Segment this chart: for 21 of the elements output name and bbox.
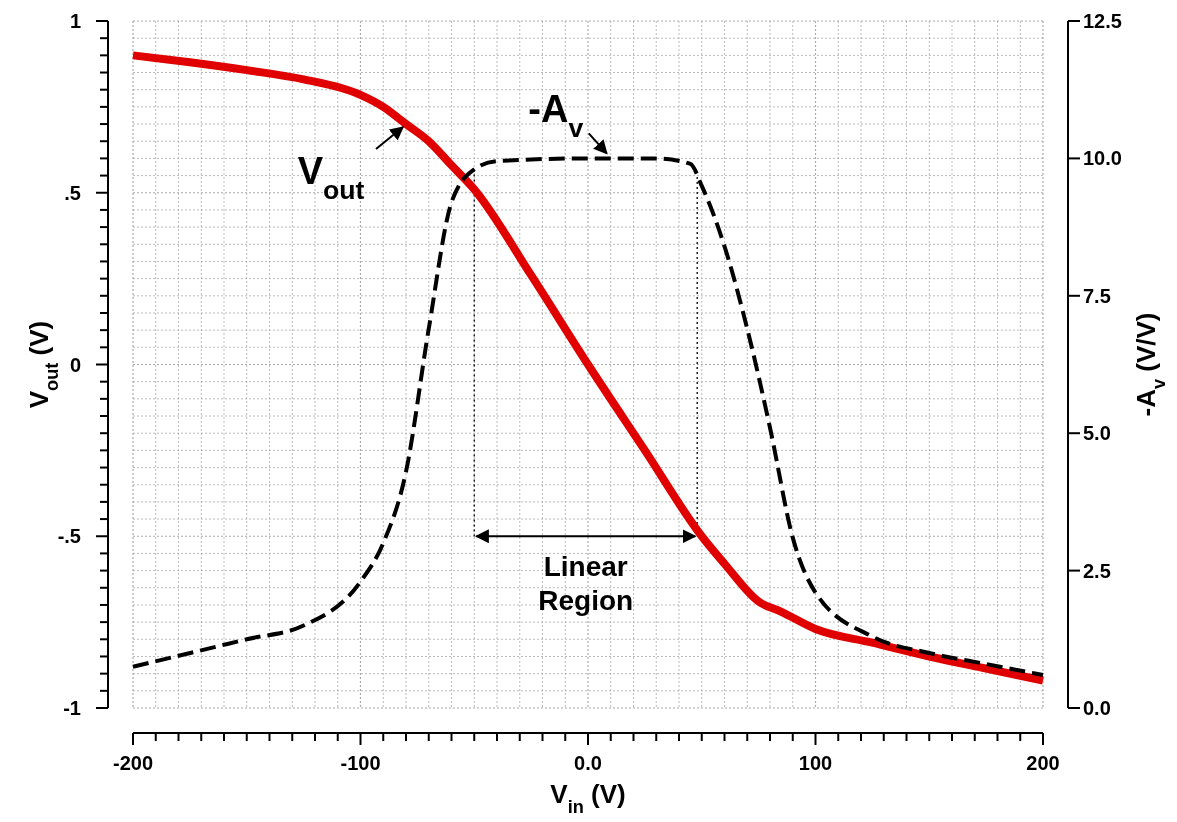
y-tick-label: .5 bbox=[64, 181, 81, 204]
x-tick-label: -200 bbox=[112, 752, 154, 774]
y-tick-label: 1 bbox=[69, 10, 81, 32]
y2-tick-label: 2.5 bbox=[1083, 559, 1111, 582]
y2-tick-label: 10.0 bbox=[1083, 147, 1122, 170]
y2-tick-label: 12.5 bbox=[1083, 10, 1122, 32]
x-tick-label: -100 bbox=[340, 752, 381, 774]
y-tick-label: 0 bbox=[69, 353, 81, 376]
y2-tick-label: 0.0 bbox=[1083, 697, 1111, 719]
y-tick-label: -.5 bbox=[57, 525, 81, 548]
x-axis-title: V$_{in}$ (V) bbox=[550, 779, 626, 817]
line-series bbox=[131, 156, 1045, 678]
annotation: Linear Region bbox=[538, 551, 634, 617]
y2-tick-label: 7.5 bbox=[1083, 284, 1111, 307]
x-tick-label: 100 bbox=[798, 752, 833, 774]
y-tick-label: -1 bbox=[63, 697, 81, 719]
x-tick-label: 200 bbox=[1026, 752, 1060, 774]
annotation: -A$_{v}$ bbox=[528, 88, 584, 144]
annotation: V$_{out}$ bbox=[297, 150, 365, 206]
x-tick-label: 0.0 bbox=[574, 752, 602, 774]
y2-tick-label: 5.0 bbox=[1083, 422, 1111, 445]
